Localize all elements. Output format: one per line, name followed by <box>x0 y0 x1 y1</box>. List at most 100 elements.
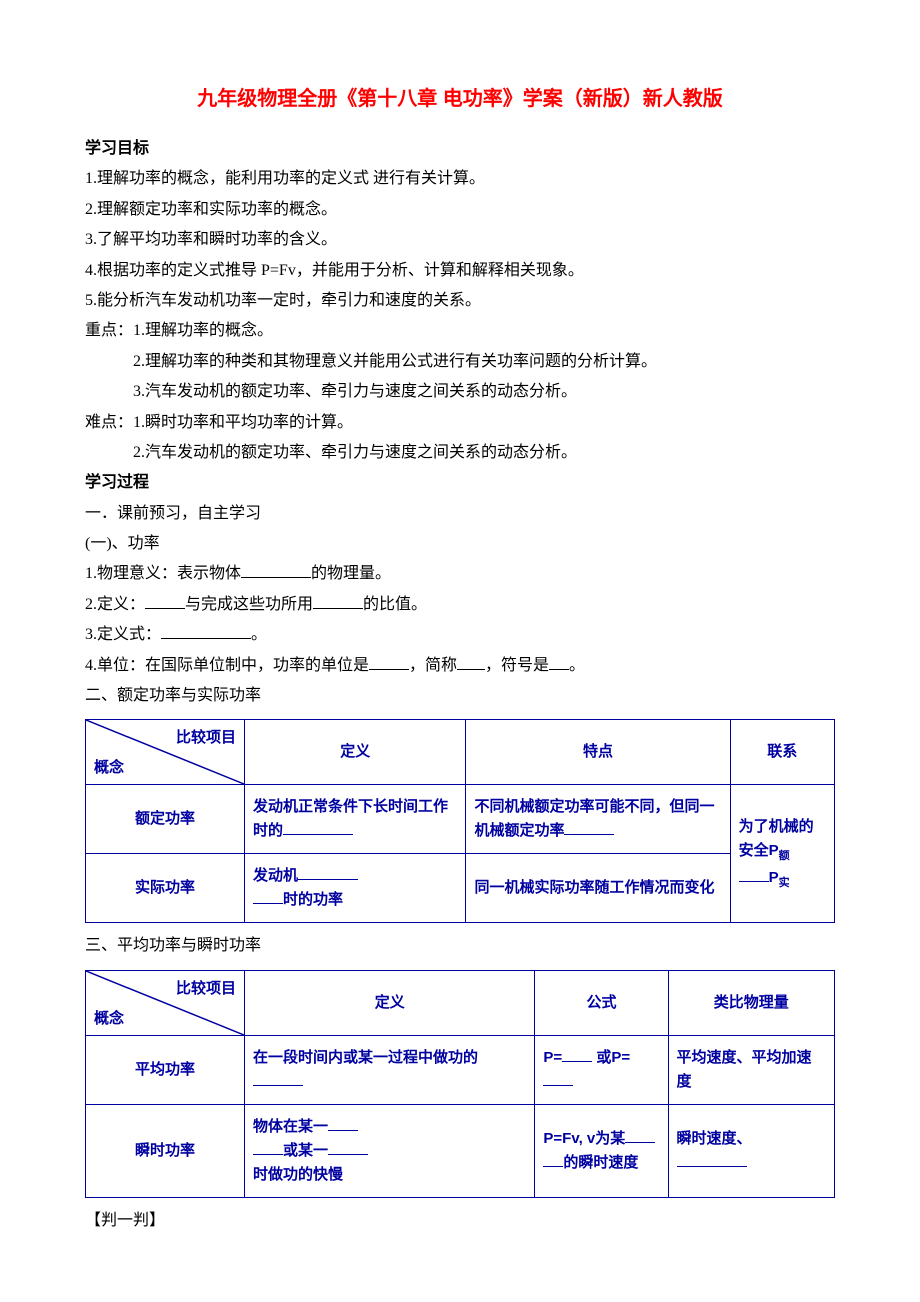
text: ，简称 <box>409 657 457 674</box>
diagonal-header-cell: 比较项目 概念 <box>86 970 245 1035</box>
table-cell: 平均速度、平均加速度 <box>668 1035 834 1104</box>
text: P <box>769 869 779 886</box>
process-heading: 学习过程 <box>85 468 835 498</box>
table-cell: 发动机 时的功率 <box>245 854 466 923</box>
goal-item: 3.了解平均功率和瞬时功率的含义。 <box>85 225 835 255</box>
diag-bot-label: 概念 <box>94 756 124 780</box>
text: 时的功率 <box>283 891 343 908</box>
text: 。 <box>251 626 267 643</box>
blank-fill <box>161 622 251 639</box>
blank-fill <box>283 834 353 835</box>
text: 发动机正常条件下长时间工作时的 <box>253 798 448 839</box>
diagonal-header-cell: 比较项目 概念 <box>86 720 245 785</box>
table-row: 额定功率 发动机正常条件下长时间工作时的 不同机械额定功率可能不同，但同一机械额… <box>86 785 835 854</box>
text: P= <box>543 1049 562 1066</box>
text: 在一段时间内或某一过程中做功的 <box>253 1049 478 1066</box>
table-row: 比较项目 概念 定义 特点 联系 <box>86 720 835 785</box>
blank-fill <box>677 1166 747 1167</box>
goal-item: 4.根据功率的定义式推导 P=Fv，并能用于分析、计算和解释相关现象。 <box>85 256 835 286</box>
goals-heading: 学习目标 <box>85 134 835 164</box>
row-name: 平均功率 <box>86 1035 245 1104</box>
blank-fill <box>457 653 485 670</box>
goal-item: 1.理解功率的概念，能利用功率的定义式 进行有关计算。 <box>85 164 835 194</box>
difficulties-line: 难点：1.瞬时功率和平均功率的计算。 <box>85 408 835 438</box>
keypoints-label: 重点： <box>85 322 133 339</box>
text: 或P= <box>596 1049 630 1066</box>
table-cell: 为了机械的安全P额 P实 <box>730 785 834 923</box>
difficulties-label: 难点： <box>85 414 133 431</box>
document-title: 九年级物理全册《第十八章 电功率》学案（新版）新人教版 <box>85 80 835 118</box>
diag-top-label: 比较项目 <box>176 977 236 1001</box>
table2-heading: 三、平均功率与瞬时功率 <box>85 931 835 961</box>
row-name: 额定功率 <box>86 785 245 854</box>
table-header: 类比物理量 <box>668 970 834 1035</box>
comparison-table-2: 比较项目 概念 定义 公式 类比物理量 平均功率 在一段时间内或某一过程中做功的… <box>85 970 835 1198</box>
goal-item: 5.能分析汽车发动机功率一定时，牵引力和速度的关系。 <box>85 286 835 316</box>
table-header: 特点 <box>466 720 730 785</box>
process-sub1: 一．课前预习，自主学习 <box>85 499 835 529</box>
text: 的物理量。 <box>311 565 391 582</box>
power-item-2: 2.定义：与完成这些功所用的比值。 <box>85 590 835 620</box>
table-row: 平均功率 在一段时间内或某一过程中做功的 P= 或P= 平均速度、平均加速度 <box>86 1035 835 1104</box>
blank-fill <box>739 881 769 882</box>
keypoint-item: 2.理解功率的种类和其物理意义并能用公式进行有关功率问题的分析计算。 <box>85 347 835 377</box>
power-item-4: 4.单位：在国际单位制中，功率的单位是 ，简称 ，符号是 。 <box>85 651 835 681</box>
blank-fill <box>369 653 409 670</box>
blank-fill <box>313 592 363 609</box>
text: 1.物理意义：表示物体 <box>85 565 241 582</box>
text: 不同机械额定功率可能不同，但同一机械额定功率 <box>474 798 714 839</box>
text: 瞬时速度、 <box>677 1130 752 1147</box>
text: 时做功的快慢 <box>253 1166 343 1183</box>
comparison-table-1: 比较项目 概念 定义 特点 联系 额定功率 发动机正常条件下长时间工作时的 不同… <box>85 719 835 923</box>
blank-fill <box>543 1166 563 1167</box>
blank-fill <box>253 903 283 904</box>
text: 2.定义： <box>85 596 145 613</box>
power-item-1: 1.物理意义：表示物体 的物理量。 <box>85 559 835 589</box>
text: 的瞬时速度 <box>563 1154 638 1171</box>
power-heading: (一)、功率 <box>85 529 835 559</box>
table-header: 联系 <box>730 720 834 785</box>
table-cell: 不同机械额定功率可能不同，但同一机械额定功率 <box>466 785 730 854</box>
text: ，符号是 <box>485 657 549 674</box>
text: 。 <box>569 657 585 674</box>
table-header: 定义 <box>245 970 535 1035</box>
document-page: 九年级物理全册《第十八章 电功率》学案（新版）新人教版 学习目标 1.理解功率的… <box>0 0 920 1302</box>
blank-fill <box>145 592 185 609</box>
table-header: 定义 <box>245 720 466 785</box>
blank-fill <box>253 1154 283 1155</box>
blank-fill <box>298 879 358 880</box>
table-cell: 瞬时速度、 <box>668 1104 834 1197</box>
table-header: 公式 <box>535 970 668 1035</box>
table-row: 实际功率 发动机 时的功率 同一机械实际功率随工作情况而变化 <box>86 854 835 923</box>
subscript: 实 <box>779 877 790 889</box>
goal-item: 2.理解额定功率和实际功率的概念。 <box>85 195 835 225</box>
text: 与完成这些功所用 <box>185 596 313 613</box>
blank-fill <box>328 1130 358 1131</box>
power-item-3: 3.定义式： 。 <box>85 620 835 650</box>
text: P=Fv, v为某 <box>543 1130 625 1147</box>
blank-fill <box>562 1061 592 1062</box>
difficulty-item: 1.瞬时功率和平均功率的计算。 <box>133 414 353 431</box>
diag-top-label: 比较项目 <box>176 726 236 750</box>
table-cell: 在一段时间内或某一过程中做功的 <box>245 1035 535 1104</box>
table-cell: 发动机正常条件下长时间工作时的 <box>245 785 466 854</box>
keypoint-item: 1.理解功率的概念。 <box>133 322 273 339</box>
table1-heading: 二、额定功率与实际功率 <box>85 681 835 711</box>
text: 发动机 <box>253 867 298 884</box>
blank-fill <box>253 1085 303 1086</box>
table-row: 瞬时功率 物体在某一 或某一 时做功的快慢 P=Fv, v为某 的瞬时速度 瞬时… <box>86 1104 835 1197</box>
keypoints-line: 重点：1.理解功率的概念。 <box>85 316 835 346</box>
table-cell: 同一机械实际功率随工作情况而变化 <box>466 854 730 923</box>
text: 物体在某一 <box>253 1118 328 1135</box>
blank-fill <box>549 653 569 670</box>
difficulty-item: 2.汽车发动机的额定功率、牵引力与速度之间关系的动态分析。 <box>85 438 835 468</box>
blank-fill <box>241 561 311 578</box>
judge-heading: 【判一判】 <box>85 1206 835 1236</box>
blank-fill <box>543 1085 573 1086</box>
row-name: 瞬时功率 <box>86 1104 245 1197</box>
text: 3.定义式： <box>85 626 161 643</box>
diag-bot-label: 概念 <box>94 1007 124 1031</box>
table-row: 比较项目 概念 定义 公式 类比物理量 <box>86 970 835 1035</box>
text: 4.单位：在国际单位制中，功率的单位是 <box>85 657 369 674</box>
table-cell: 物体在某一 或某一 时做功的快慢 <box>245 1104 535 1197</box>
